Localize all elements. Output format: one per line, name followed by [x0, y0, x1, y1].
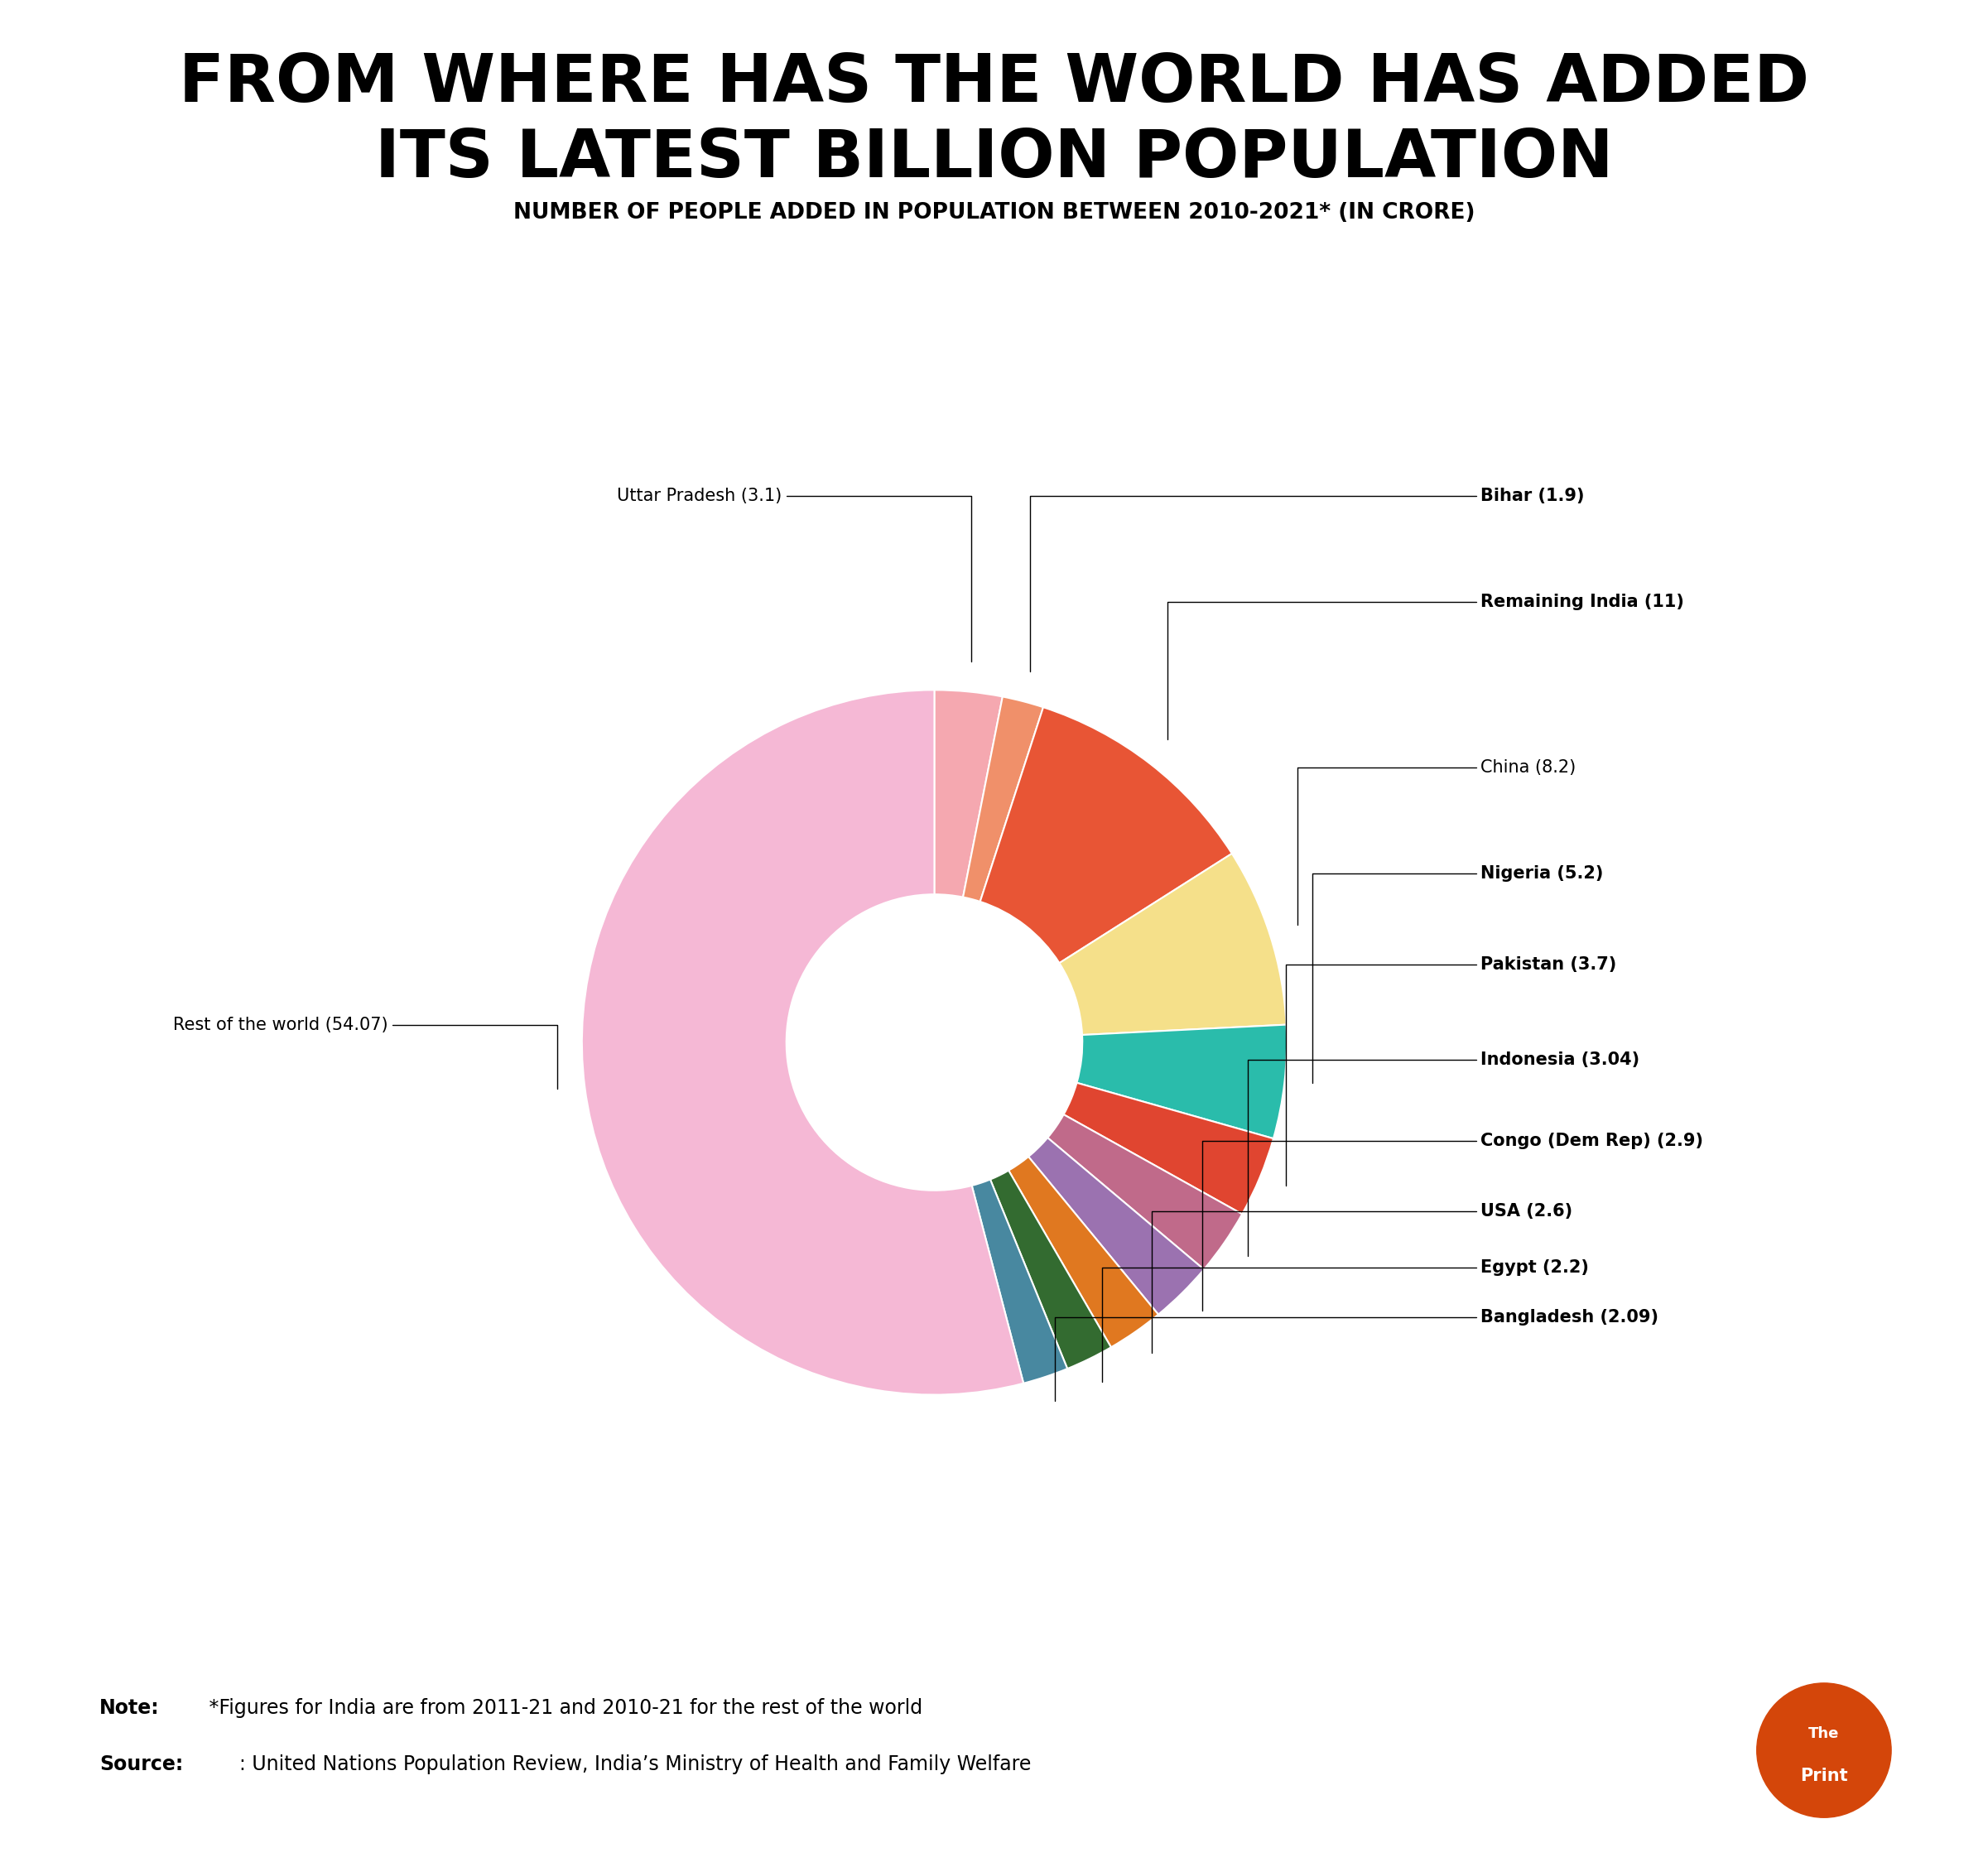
Text: Uttar Pradesh (3.1): Uttar Pradesh (3.1) [616, 487, 972, 661]
Text: Note:: Note: [99, 1699, 159, 1718]
Text: Bihar (1.9): Bihar (1.9) [1030, 487, 1584, 672]
Wedge shape [582, 691, 1024, 1395]
Wedge shape [1060, 853, 1286, 1034]
Text: Pakistan (3.7): Pakistan (3.7) [1286, 956, 1616, 1186]
Text: Print: Print [1799, 1768, 1849, 1783]
Text: China (8.2): China (8.2) [1296, 760, 1576, 924]
Wedge shape [990, 1171, 1111, 1369]
Text: Indonesia (3.04): Indonesia (3.04) [1248, 1051, 1640, 1256]
Wedge shape [1077, 1025, 1286, 1139]
Text: *Figures for India are from 2011-21 and 2010-21 for the rest of the world: *Figures for India are from 2011-21 and … [203, 1699, 922, 1718]
Text: NUMBER OF PEOPLE ADDED IN POPULATION BETWEEN 2010-2021* (IN CRORE): NUMBER OF PEOPLE ADDED IN POPULATION BET… [513, 202, 1475, 224]
Wedge shape [962, 696, 1044, 902]
Text: Bangladesh (2.09): Bangladesh (2.09) [1054, 1309, 1658, 1400]
Circle shape [1757, 1684, 1891, 1818]
Text: FROM WHERE HAS THE WORLD HAS ADDED: FROM WHERE HAS THE WORLD HAS ADDED [179, 52, 1809, 116]
Text: Nigeria (5.2): Nigeria (5.2) [1312, 864, 1604, 1083]
Wedge shape [1028, 1137, 1205, 1314]
Wedge shape [934, 691, 1002, 898]
Text: USA (2.6): USA (2.6) [1151, 1202, 1573, 1354]
Wedge shape [980, 708, 1233, 963]
Text: Remaining India (11): Remaining India (11) [1167, 594, 1684, 739]
Wedge shape [1064, 1083, 1274, 1214]
Wedge shape [972, 1180, 1068, 1383]
Text: ITS LATEST BILLION POPULATION: ITS LATEST BILLION POPULATION [376, 127, 1612, 190]
Wedge shape [1048, 1115, 1242, 1270]
Wedge shape [1008, 1158, 1159, 1348]
Text: The: The [1809, 1727, 1839, 1740]
Text: Egypt (2.2): Egypt (2.2) [1101, 1260, 1588, 1382]
Text: : United Nations Population Review, India’s Ministry of Health and Family Welfar: : United Nations Population Review, Indi… [227, 1755, 1032, 1774]
Text: Source:: Source: [99, 1755, 183, 1774]
Text: Rest of the world (54.07): Rest of the world (54.07) [173, 1016, 557, 1088]
Text: Congo (Dem Rep) (2.9): Congo (Dem Rep) (2.9) [1203, 1133, 1704, 1311]
